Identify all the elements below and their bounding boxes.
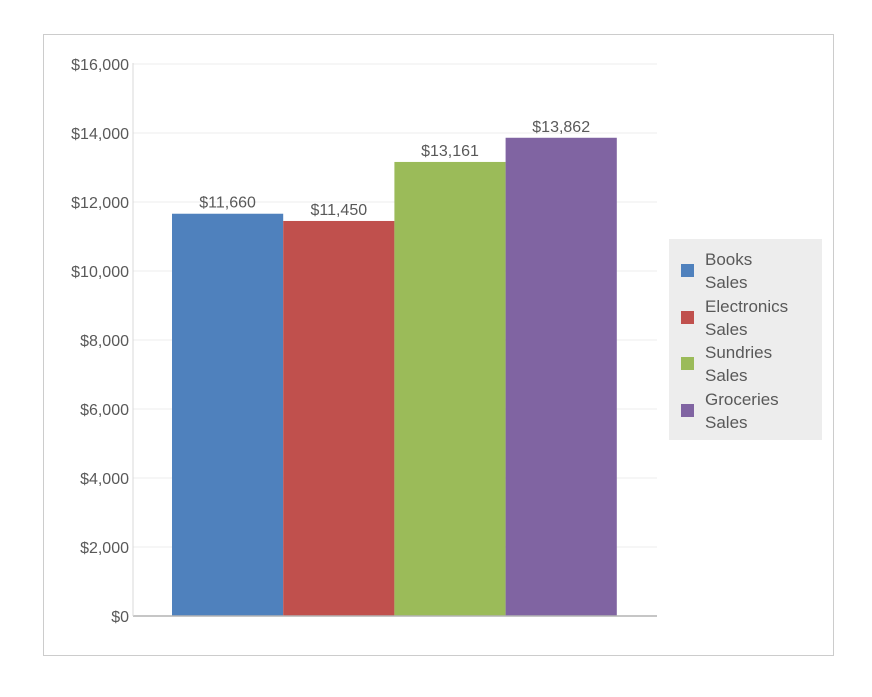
y-tick-label: $10,000 (71, 264, 129, 281)
y-tick-label: $12,000 (71, 195, 129, 212)
legend-item[interactable]: Books Sales (681, 248, 822, 295)
legend: Books Sales Electronics Sales Sundries Sal… (669, 239, 822, 440)
y-tick-label: $6,000 (80, 402, 129, 419)
legend-label: Sundries Sales (705, 343, 773, 385)
bar[interactable] (394, 161, 506, 616)
y-tick-label: $8,000 (80, 333, 129, 350)
legend-swatch (681, 310, 694, 324)
y-tick-label: $2,000 (80, 540, 129, 557)
data-label: $11,660 (199, 195, 256, 212)
y-tick-label: $4,000 (80, 471, 129, 488)
data-label: $13,161 (421, 143, 479, 160)
legend-label: Groceries Sales (705, 389, 779, 432)
legend-swatch (681, 403, 694, 417)
y-axis-ticks: $0 $2,000 $4,000 $6,000 $8,000 $10,000 $12,000… (71, 57, 129, 626)
legend-item[interactable]: Groceries Sales (681, 388, 822, 435)
y-tick-label: $0 (111, 609, 129, 626)
data-label: $11,450 (310, 202, 367, 219)
legend-label: Books Sales (705, 250, 753, 292)
legend-label: Electronics Sales (705, 296, 789, 339)
data-label: $13,862 (532, 119, 590, 136)
legend-swatch (681, 264, 694, 277)
bar[interactable] (505, 137, 617, 617)
bar[interactable] (172, 213, 284, 617)
bars (172, 137, 617, 617)
y-tick-label: $16,000 (71, 57, 129, 74)
data-labels: $11,660 $11,450 $13,161 $13,862 (199, 119, 590, 219)
y-tick-label: $14,000 (71, 126, 129, 143)
legend-item[interactable]: Electronics Sales (681, 295, 822, 342)
legend-swatch (681, 357, 694, 370)
bar[interactable] (283, 220, 395, 616)
legend-item[interactable]: Sundries Sales (681, 341, 822, 388)
